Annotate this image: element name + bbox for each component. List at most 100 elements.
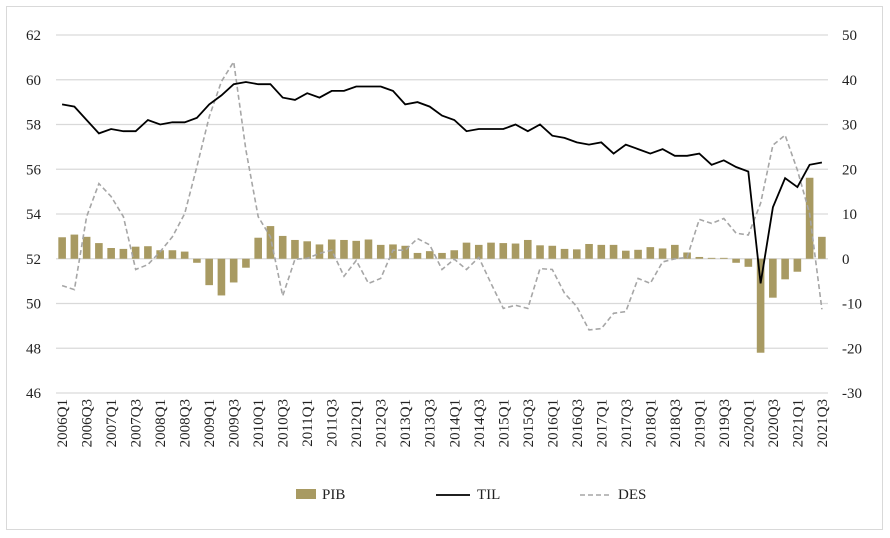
x-tick-label: 2019Q1 xyxy=(692,399,708,447)
x-tick-label: 2012Q1 xyxy=(349,399,365,447)
left-tick-label: 54 xyxy=(26,207,42,223)
bar-pib-2020Q2 xyxy=(756,258,765,353)
bar-pib-2011Q4 xyxy=(340,239,348,259)
bar-pib-2007Q1 xyxy=(107,248,115,259)
bar-pib-2012Q1 xyxy=(352,240,361,259)
x-tick-label: 2011Q1 xyxy=(300,399,316,447)
x-tick-label: 2018Q1 xyxy=(643,399,659,447)
bar-pib-2015Q3 xyxy=(523,239,532,259)
bar-pib-2007Q4 xyxy=(144,246,152,259)
bar-pib-2020Q3 xyxy=(769,258,777,298)
x-tick-label: 2010Q3 xyxy=(276,399,292,447)
bar-pib-2020Q1 xyxy=(744,258,753,267)
bar-pib-2010Q2 xyxy=(266,226,275,259)
x-tick-label: 2008Q1 xyxy=(153,399,169,447)
x-tick-label: 2016Q3 xyxy=(570,399,586,447)
bar-pib-2013Q2 xyxy=(413,252,422,259)
line-des xyxy=(61,59,823,331)
bar-pib-2010Q4 xyxy=(291,239,299,259)
x-tick-label: 2013Q3 xyxy=(423,399,439,447)
bar-pib-2019Q2 xyxy=(707,257,716,259)
legend-label-des: DES xyxy=(618,487,646,503)
bar-pib-2015Q4 xyxy=(536,245,544,259)
x-tick-label: 2017Q3 xyxy=(619,399,635,447)
bar-pib-2016Q2 xyxy=(560,248,569,259)
bar-pib-2007Q3 xyxy=(131,246,140,259)
bar-pib-2018Q3 xyxy=(671,244,679,259)
bar-pib-2008Q4 xyxy=(193,258,201,263)
bar-pib-2009Q4 xyxy=(242,258,250,268)
right-tick-label: 10 xyxy=(842,207,857,223)
bar-pib-2013Q1 xyxy=(401,245,410,259)
x-tick-label: 2018Q3 xyxy=(668,399,684,447)
x-tick-label: 2006Q3 xyxy=(80,399,96,447)
x-tick-label: 2020Q3 xyxy=(766,399,782,447)
bar-pib-2014Q4 xyxy=(487,242,495,259)
left-tick-label: 52 xyxy=(26,252,41,268)
bar-pib-2019Q3 xyxy=(720,257,728,259)
bar-pib-2013Q4 xyxy=(438,252,446,259)
bar-pib-2013Q3 xyxy=(425,251,434,259)
left-tick-label: 62 xyxy=(26,28,41,44)
x-tick-label: 2009Q1 xyxy=(202,399,218,447)
bar-pib-2010Q3 xyxy=(278,235,287,259)
x-tick-label: 2020Q1 xyxy=(741,399,757,447)
x-tick-label: 2021Q1 xyxy=(790,399,806,447)
legend-swatch-pib xyxy=(296,489,316,499)
bar-pib-2010Q1 xyxy=(254,237,262,259)
x-tick-label: 2012Q3 xyxy=(374,399,390,447)
x-tick-label: 2014Q3 xyxy=(472,399,488,447)
bar-pib-2017Q1 xyxy=(597,244,606,259)
x-tick-label: 2017Q1 xyxy=(594,399,610,447)
bar-pib-2019Q4 xyxy=(732,258,740,263)
x-tick-label: 2007Q3 xyxy=(129,399,145,447)
bar-pib-2016Q4 xyxy=(585,243,593,259)
right-tick-label: -30 xyxy=(842,386,862,402)
x-tick-label: 2009Q3 xyxy=(227,399,243,447)
lines xyxy=(61,59,823,331)
line-til xyxy=(61,81,823,284)
right-tick-label: 50 xyxy=(842,28,857,44)
bar-pib-2021Q1 xyxy=(793,258,802,272)
bar-pib-2014Q2 xyxy=(462,242,471,259)
x-axis-ticks: 2006Q1 2006Q3 2007Q1 2007Q3 2008Q1 2008Q3 2009… xyxy=(55,399,831,447)
left-tick-label: 50 xyxy=(26,297,41,313)
left-axis-ticks: 46 48 50 52 54 56 58 60 62 xyxy=(26,28,42,402)
right-tick-label: 40 xyxy=(842,73,857,89)
x-tick-label: 2006Q1 xyxy=(55,399,71,447)
bar-pib-2019Q1 xyxy=(695,256,704,259)
bar-pib-2021Q3 xyxy=(818,236,826,259)
right-tick-label: 20 xyxy=(842,162,857,178)
right-tick-label: 0 xyxy=(842,252,850,268)
x-tick-label: 2015Q1 xyxy=(496,399,512,447)
bar-pib-2017Q4 xyxy=(634,249,642,259)
legend: PIB TIL DES xyxy=(296,487,646,503)
x-tick-label: 2014Q1 xyxy=(447,399,463,447)
left-tick-label: 58 xyxy=(26,118,41,134)
chart-frame xyxy=(6,6,883,530)
x-tick-label: 2007Q1 xyxy=(104,399,120,447)
bar-pib-2006Q2 xyxy=(70,234,79,259)
x-tick-label: 2021Q3 xyxy=(815,399,831,447)
bar-pib-2012Q3 xyxy=(376,244,385,259)
left-tick-label: 56 xyxy=(26,162,42,178)
pib-bars xyxy=(58,177,826,353)
bar-pib-2018Q2 xyxy=(658,248,667,259)
bar-pib-2012Q2 xyxy=(364,239,373,259)
bar-pib-2014Q1 xyxy=(450,250,459,259)
bar-pib-2017Q2 xyxy=(609,244,618,259)
x-tick-label: 2019Q3 xyxy=(717,399,733,447)
bar-pib-2015Q2 xyxy=(511,243,520,259)
bar-pib-2011Q2 xyxy=(315,244,324,259)
bar-pib-2017Q3 xyxy=(622,250,630,259)
bar-pib-2008Q1 xyxy=(156,250,164,259)
right-axis-ticks: -30 -20 -10 0 10 20 30 40 50 xyxy=(842,28,862,402)
legend-label-pib: PIB xyxy=(322,487,345,503)
bar-pib-2016Q3 xyxy=(572,249,581,259)
bar-pib-2009Q2 xyxy=(217,258,226,296)
bar-pib-2006Q3 xyxy=(82,236,91,259)
bar-pib-2007Q2 xyxy=(119,248,128,259)
bar-pib-2008Q3 xyxy=(180,251,189,259)
bar-pib-2016Q1 xyxy=(548,245,557,259)
